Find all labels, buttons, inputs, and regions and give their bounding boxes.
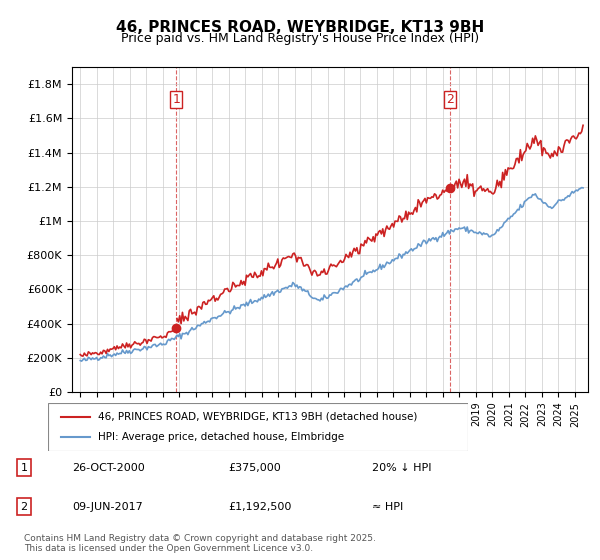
Text: ≈ HPI: ≈ HPI [372,502,403,512]
Text: 2: 2 [446,93,454,106]
Text: 2: 2 [20,502,28,512]
Text: 20% ↓ HPI: 20% ↓ HPI [372,463,431,473]
Text: 46, PRINCES ROAD, WEYBRIDGE, KT13 9BH (detached house): 46, PRINCES ROAD, WEYBRIDGE, KT13 9BH (d… [98,412,418,422]
Text: 26-OCT-2000: 26-OCT-2000 [72,463,145,473]
Text: 46, PRINCES ROAD, WEYBRIDGE, KT13 9BH: 46, PRINCES ROAD, WEYBRIDGE, KT13 9BH [116,20,484,35]
Text: 1: 1 [172,93,180,106]
Text: 1: 1 [20,463,28,473]
FancyBboxPatch shape [48,403,468,451]
Text: HPI: Average price, detached house, Elmbridge: HPI: Average price, detached house, Elmb… [98,432,344,442]
Text: Contains HM Land Registry data © Crown copyright and database right 2025.
This d: Contains HM Land Registry data © Crown c… [24,534,376,553]
Text: 09-JUN-2017: 09-JUN-2017 [72,502,143,512]
Text: £1,192,500: £1,192,500 [228,502,292,512]
Text: £375,000: £375,000 [228,463,281,473]
Text: Price paid vs. HM Land Registry's House Price Index (HPI): Price paid vs. HM Land Registry's House … [121,32,479,45]
